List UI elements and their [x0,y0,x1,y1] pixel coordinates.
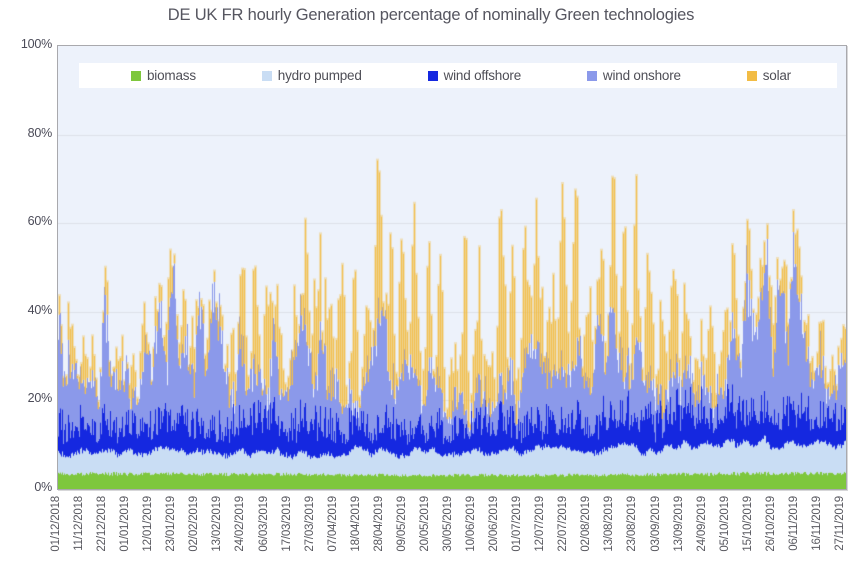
x-tick-label: 16/11/2019 [810,496,823,551]
legend: biomass hydro pumped wind offshore wind ons… [79,63,837,88]
x-tick-label: 12/01/2019 [142,496,155,552]
legend-item-biomass[interactable]: biomass [131,68,196,83]
y-tick-label: 20% [27,391,53,406]
x-tick-label: 09/05/2019 [395,496,408,552]
x-tick-label: 17/03/2019 [280,496,293,552]
legend-label: hydro pumped [277,68,362,83]
x-tick-label: 11/12/2018 [73,496,86,551]
x-tick-label: 22/12/2018 [96,496,109,552]
legend-label: biomass [147,68,196,83]
x-tick-label: 23/01/2019 [165,496,178,552]
legend-item-hydro-pumped[interactable]: hydro pumped [261,68,362,83]
x-tick-label: 13/09/2019 [672,496,685,552]
x-tick-label: 01/01/2019 [119,496,132,552]
wind-offshore-swatch-icon [427,70,438,81]
y-tick-label: 40% [27,302,53,317]
stacked-area-plot [58,46,846,489]
x-tick-label: 15/10/2019 [741,496,754,552]
x-tick-label: 18/04/2019 [349,496,362,552]
x-tick-label: 06/03/2019 [257,496,270,552]
y-tick-label: 0% [34,480,52,494]
legend-label: wind onshore [602,68,681,83]
x-tick-label: 10/06/2019 [465,496,478,552]
x-tick-label: 27/11/2019 [834,496,846,551]
chart-title: DE UK FR hourly Generation percentage of… [167,6,695,24]
legend-label: solar [762,68,791,83]
plot-area: biomass hydro pumped wind offshore wind ons… [57,45,847,490]
legend-item-wind-onshore[interactable]: wind onshore [586,68,681,83]
solar-swatch-icon [746,70,757,81]
hydro-pumped-swatch-icon [261,70,272,81]
x-tick-label: 12/07/2019 [534,496,547,552]
legend-label: wind offshore [443,68,522,83]
y-tick-label: 100% [20,37,52,51]
x-tick-label: 28/04/2019 [372,496,385,552]
x-tick-label: 02/08/2019 [580,496,593,552]
x-tick-label: 20/05/2019 [418,496,431,552]
x-tick-label: 01/12/2018 [50,496,62,552]
y-tick-label: 80% [27,125,53,140]
x-tick-label: 22/07/2019 [557,496,570,552]
x-tick-label: 07/04/2019 [326,496,339,552]
y-axis: 0% 20% 40% 60% 80% 100% [0,0,52,570]
x-tick-label: 30/05/2019 [442,496,454,552]
x-tick-label: 13/08/2019 [603,496,616,552]
x-tick-label: 23/08/2019 [626,496,639,552]
y-tick-label: 60% [27,214,53,229]
x-tick-label: 01/07/2019 [511,496,524,552]
wind-onshore-swatch-icon [586,70,597,81]
x-tick-label: 27/03/2019 [303,496,316,552]
biomass-swatch-icon [131,70,141,81]
x-tick-label: 26/10/2019 [764,496,777,552]
x-tick-label: 06/11/2019 [787,496,800,551]
x-tick-label: 02/02/2019 [188,496,201,552]
x-tick-label: 03/09/2019 [649,496,662,552]
legend-item-wind-offshore[interactable]: wind offshore [427,68,522,83]
x-tick-label: 20/06/2019 [488,496,501,552]
x-tick-label: 05/10/2019 [718,496,731,552]
x-tick-label: 24/02/2019 [234,496,247,552]
x-axis: 01/12/2018 11/12/2018 22/12/2018 01/01/2019… [0,494,862,570]
legend-item-solar[interactable]: solar [746,68,791,83]
x-tick-label: 24/09/2019 [695,496,708,552]
x-tick-label: 13/02/2019 [211,496,224,552]
